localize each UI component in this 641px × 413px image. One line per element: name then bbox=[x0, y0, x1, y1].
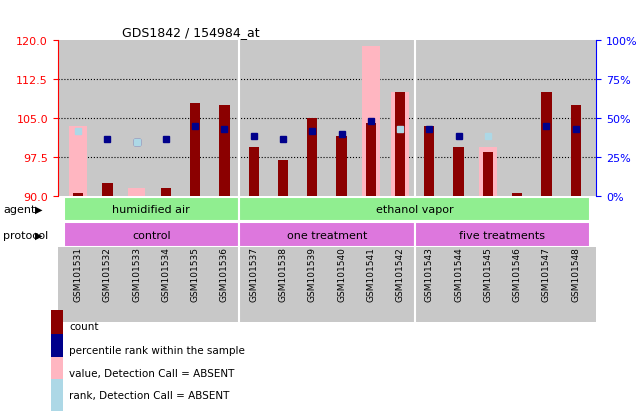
Bar bbox=[69, 127, 87, 197]
Bar bbox=[391, 93, 409, 197]
Bar bbox=[63, 197, 239, 222]
Bar bbox=[424, 127, 435, 197]
Text: agent: agent bbox=[3, 204, 36, 214]
Bar bbox=[395, 93, 405, 197]
Bar bbox=[479, 147, 497, 197]
Text: control: control bbox=[132, 230, 171, 240]
Text: GDS1842 / 154984_at: GDS1842 / 154984_at bbox=[122, 26, 260, 39]
Bar bbox=[239, 197, 590, 222]
Bar bbox=[51, 358, 63, 389]
Bar bbox=[51, 310, 63, 342]
Bar bbox=[190, 103, 201, 197]
Bar bbox=[161, 189, 171, 197]
Bar bbox=[570, 106, 581, 197]
Bar bbox=[512, 194, 522, 197]
Bar bbox=[365, 124, 376, 197]
Text: percentile rank within the sample: percentile rank within the sample bbox=[69, 345, 245, 355]
Bar bbox=[73, 194, 83, 197]
Text: ▶: ▶ bbox=[35, 230, 43, 240]
Text: ▶: ▶ bbox=[35, 204, 43, 214]
Bar bbox=[51, 380, 63, 411]
Bar bbox=[307, 119, 317, 197]
Text: ethanol vapor: ethanol vapor bbox=[376, 204, 454, 214]
Bar bbox=[337, 137, 347, 197]
Text: count: count bbox=[69, 321, 99, 331]
Text: humidified air: humidified air bbox=[112, 204, 190, 214]
Bar bbox=[219, 106, 229, 197]
Text: protocol: protocol bbox=[3, 230, 49, 240]
Bar bbox=[249, 147, 259, 197]
Bar bbox=[239, 223, 415, 247]
Bar bbox=[103, 184, 113, 197]
Bar bbox=[453, 147, 463, 197]
Bar bbox=[63, 223, 239, 247]
Text: rank, Detection Call = ABSENT: rank, Detection Call = ABSENT bbox=[69, 390, 229, 400]
Bar bbox=[51, 334, 63, 366]
Bar bbox=[415, 223, 590, 247]
Bar bbox=[362, 47, 379, 197]
Bar bbox=[483, 152, 493, 197]
Bar bbox=[128, 189, 146, 197]
Text: one treatment: one treatment bbox=[287, 230, 367, 240]
Bar bbox=[541, 93, 551, 197]
Text: five treatments: five treatments bbox=[460, 230, 545, 240]
Bar bbox=[278, 160, 288, 197]
Text: value, Detection Call = ABSENT: value, Detection Call = ABSENT bbox=[69, 368, 235, 378]
